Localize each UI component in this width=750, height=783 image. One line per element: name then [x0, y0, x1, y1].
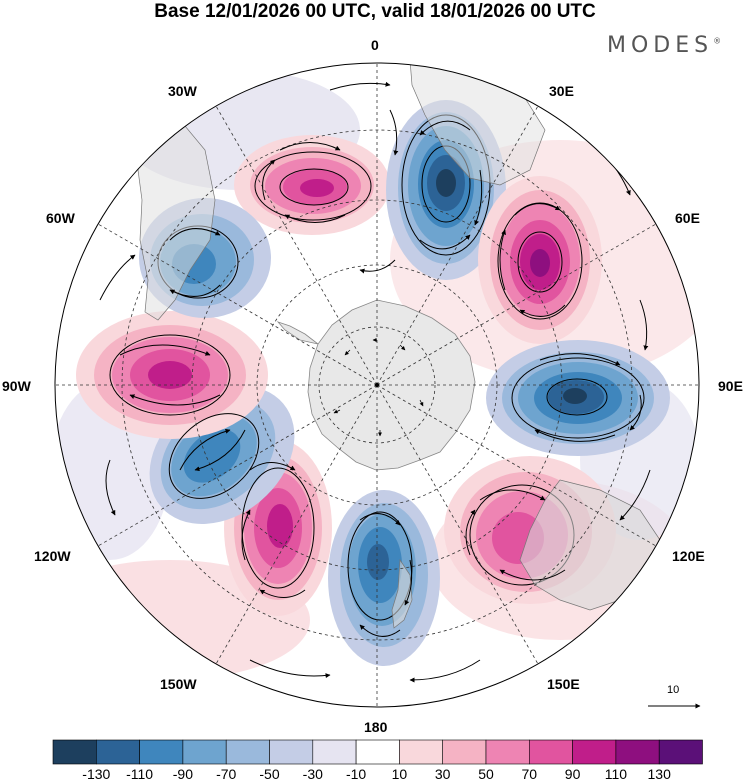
colorbar-tick-label: -70	[216, 766, 237, 782]
colorbar	[52, 739, 703, 765]
map-border	[54, 62, 700, 708]
colorbar-tick-label: 90	[564, 766, 581, 782]
colorbar-swatch	[399, 739, 443, 765]
lon-label-150e: 150E	[547, 676, 580, 692]
lon-label-120e: 120E	[672, 548, 705, 564]
colorbar-tick-label: -10	[345, 766, 367, 782]
lon-label-60w: 60W	[46, 210, 75, 226]
colorbar-tick-label: 50	[478, 766, 494, 782]
colorbar-swatch	[225, 739, 270, 765]
colorbar-tick-label: 30	[434, 766, 451, 782]
antarctic-wind-arrows	[333, 338, 424, 437]
brand-text: MODES	[607, 33, 714, 58]
lon-label-30e: 30E	[549, 83, 574, 99]
anomaly-negative-95e	[486, 340, 670, 456]
australia	[519, 479, 661, 611]
reference-vector-label: 10	[667, 684, 680, 696]
colorbar-swatch	[96, 739, 140, 765]
anomaly-positive-95w	[76, 311, 268, 439]
lon-label-120w: 120W	[34, 548, 71, 564]
south-america	[137, 119, 216, 321]
lon-label-180: 180	[364, 719, 388, 735]
lon-label-90e: 90E	[718, 378, 743, 394]
modes-logo: MODES®	[607, 33, 721, 58]
colorbar-swatch	[615, 739, 660, 765]
wind-vectors	[99, 81, 651, 683]
colorbar-swatch	[269, 739, 314, 765]
colorbar-tick-label: -50	[259, 766, 280, 782]
colorbar-swatch	[442, 739, 487, 765]
antarctic-peninsula	[276, 321, 319, 345]
lon-label-0: 0	[371, 37, 379, 53]
anomaly-negative-170e	[328, 490, 440, 666]
colorbar-swatch	[355, 739, 400, 765]
colorbar-tick-label: -90	[172, 766, 193, 782]
colorbar-tick-label: 130	[647, 766, 671, 782]
colorbar-swatch	[572, 739, 617, 765]
lon-label-90w: 90W	[2, 378, 31, 394]
colorbar-tick-label: 70	[521, 766, 538, 782]
colorbar-swatch	[52, 739, 97, 765]
registered-mark: ®	[713, 36, 722, 46]
colorbar-tick-label: -110	[126, 766, 154, 782]
lon-label-30w: 30W	[168, 83, 197, 99]
colorbar-tick-label: -130	[82, 766, 111, 782]
map-disc	[55, 63, 699, 707]
map-title: Base 12/01/2026 00 UTC, valid 18/01/2026…	[154, 1, 596, 22]
colorbar-tick-label: -30	[302, 766, 323, 782]
colorbar-tick-label: 10	[391, 766, 408, 782]
colorbar-swatch	[139, 739, 184, 765]
new-zealand	[391, 558, 413, 629]
colorbar-tick-label: 110	[604, 766, 628, 782]
lon-label-60e: 60E	[675, 210, 700, 226]
colorbar-swatch	[528, 739, 573, 765]
colorbar-swatch	[658, 739, 703, 765]
south-pole-dot	[375, 383, 379, 387]
colorbar-swatch	[485, 739, 530, 765]
lon-label-150w: 150W	[160, 676, 197, 692]
colorbar-swatch	[312, 739, 357, 765]
colorbar-swatch	[182, 739, 227, 765]
anomaly-positive-55e	[478, 176, 602, 344]
